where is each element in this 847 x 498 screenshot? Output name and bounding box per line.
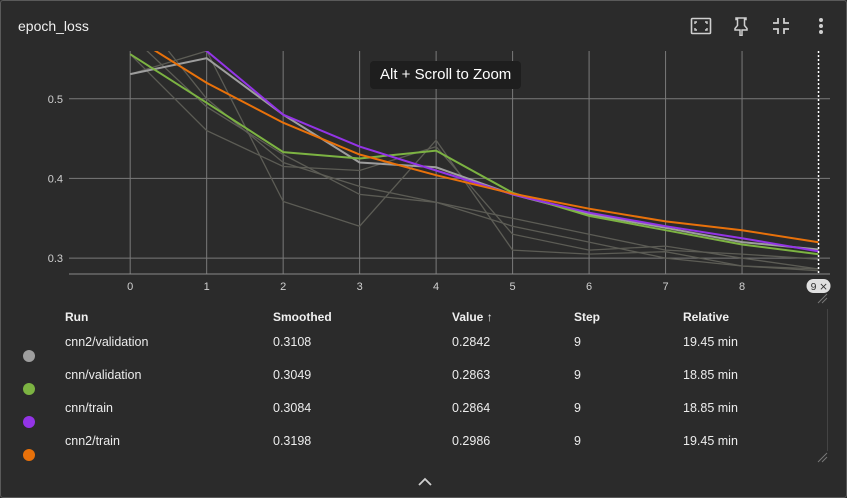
run-color-dot: [23, 383, 35, 395]
table-cell-smoothed: 0.3198: [273, 434, 312, 448]
x-tick-label: 5: [510, 281, 516, 293]
table-cell-relative: 18.85 min: [683, 401, 738, 415]
table-cell-relative: 18.85 min: [683, 368, 738, 382]
line-chart[interactable]: 0 1 2 3 4 5 6 7 8 0.3 0.4 0.5 9 ×: [1, 1, 846, 307]
y-tick-label: 0.3: [48, 253, 63, 265]
y-tick-label: 0.4: [48, 173, 63, 185]
more-vert-icon[interactable]: [810, 15, 832, 37]
pin-icon[interactable]: [730, 15, 752, 37]
table-cell-step: 9: [574, 401, 581, 415]
table-cell-run: cnn2/validation: [65, 335, 149, 349]
table-cell-run: cnn/validation: [65, 368, 142, 382]
raw-series-line: [167, 51, 819, 270]
table-cell-relative: 19.45 min: [683, 434, 738, 448]
table-cell-step: 9: [574, 368, 581, 382]
run-color-dot: [23, 350, 35, 362]
col-header-relative[interactable]: Relative: [683, 310, 730, 324]
raw-series-line: [146, 51, 819, 260]
x-tick-label: 4: [433, 281, 439, 293]
x-tick-label: 3: [357, 281, 363, 293]
series-line: [129, 57, 819, 251]
table-cell-relative: 19.45 min: [683, 335, 738, 349]
step-marker-chip: [806, 279, 831, 293]
series-line: [153, 51, 819, 244]
y-tick-label: 0.5: [48, 94, 63, 106]
col-header-run[interactable]: Run: [65, 310, 89, 324]
collapse-card-icon[interactable]: [770, 15, 792, 37]
table-cell-value: 0.2986: [452, 434, 491, 448]
table-scrollbar[interactable]: [827, 309, 828, 451]
x-tick-label: 0: [127, 281, 133, 293]
card-toolbar: [690, 15, 832, 37]
table-cell-value: 0.2842: [452, 335, 491, 349]
table-cell-value: 0.2863: [452, 368, 491, 382]
table-cell-smoothed: 0.3108: [273, 335, 312, 349]
table-cell-step: 9: [574, 335, 581, 349]
expand-less-icon[interactable]: [415, 474, 435, 490]
x-tick-label: 6: [586, 281, 592, 293]
x-tick-label: 8: [739, 281, 745, 293]
series-line: [204, 51, 819, 253]
x-tick-label: 2: [280, 281, 286, 293]
table-cell-smoothed: 0.3084: [273, 401, 312, 415]
table-cell-smoothed: 0.3049: [273, 368, 312, 382]
x-tick-label: 7: [663, 281, 669, 293]
zoom-tooltip: Alt + Scroll to Zoom: [370, 61, 522, 89]
raw-series-line: [130, 51, 819, 272]
table-cell-step: 9: [574, 434, 581, 448]
step-marker-close-icon: ×: [819, 281, 828, 293]
col-header-smoothed[interactable]: Smoothed: [273, 310, 332, 324]
chart-resize-handle-icon[interactable]: [816, 292, 828, 304]
fit-to-data-icon[interactable]: [690, 15, 712, 37]
card-title: epoch_loss: [18, 18, 89, 34]
table-cell-value: 0.2864: [452, 401, 491, 415]
table-cell-run: cnn/train: [65, 401, 113, 415]
col-header-value[interactable]: Value ↑: [452, 310, 493, 324]
x-tick-label: 1: [204, 281, 210, 293]
run-color-dot: [23, 449, 35, 461]
table-resize-handle-icon[interactable]: [816, 451, 828, 463]
run-color-dot: [23, 416, 35, 428]
table-cell-run: cnn2/train: [65, 434, 120, 448]
col-header-step[interactable]: Step: [574, 310, 601, 324]
step-marker-label: 9: [811, 281, 817, 293]
series-line: [129, 53, 819, 256]
